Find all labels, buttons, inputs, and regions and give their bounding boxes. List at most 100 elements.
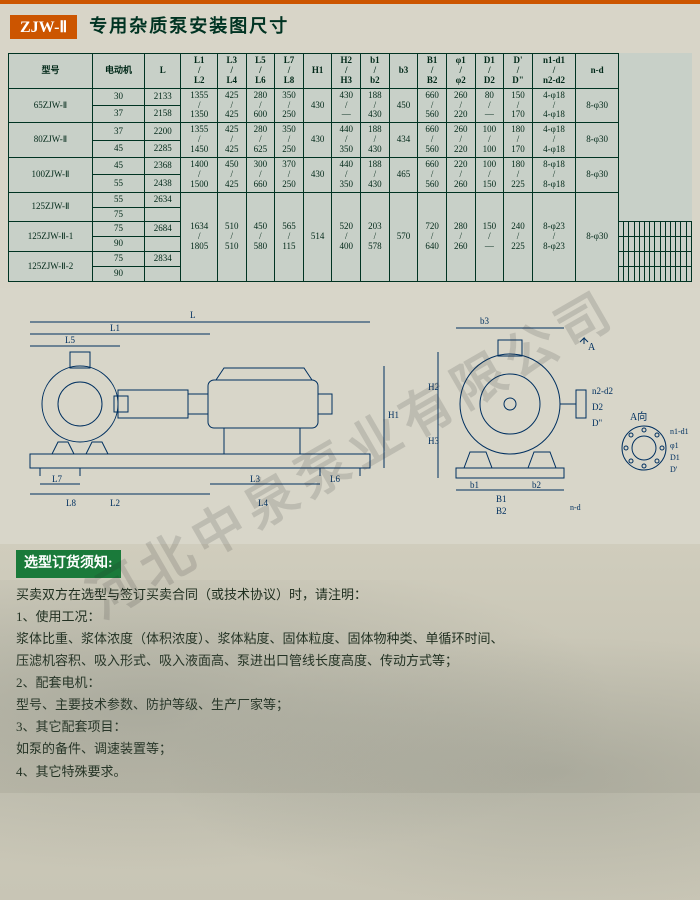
col-header: L (145, 54, 181, 89)
svg-text:L3: L3 (250, 474, 260, 484)
table-cell: 8-φ30 (576, 192, 619, 281)
table-cell: 150/— (475, 192, 504, 281)
svg-text:B1: B1 (496, 494, 507, 504)
table-cell: 30 (93, 88, 145, 105)
svg-text:b3: b3 (480, 316, 490, 326)
svg-text:D1: D1 (670, 453, 680, 462)
table-cell: 350/250 (275, 123, 304, 158)
col-header: b1/b2 (361, 54, 390, 89)
col-header: n-d (576, 54, 619, 89)
table-cell: 75 (93, 252, 145, 267)
svg-text:φ1: φ1 (670, 441, 679, 450)
table-cell: 720/640 (418, 192, 447, 281)
table-cell: 45 (93, 158, 145, 175)
svg-text:b1: b1 (470, 480, 479, 490)
table-cell: 425/425 (217, 123, 246, 158)
table-cell: 565/115 (275, 192, 304, 281)
table-cell: 2200 (145, 123, 181, 140)
svg-text:L: L (190, 310, 196, 320)
diagram-area: L L1 L5 L2 L7 L3 L4 L6 L8 H1 (0, 288, 700, 544)
table-cell: 450/580 (246, 192, 275, 281)
table-cell: 430 (303, 88, 332, 123)
col-header: φ1/φ2 (446, 54, 475, 89)
col-header: D1/D2 (475, 54, 504, 89)
table-cell: 370/250 (275, 158, 304, 193)
table-cell: 350/250 (275, 88, 304, 123)
table-cell: 660/560 (418, 158, 447, 193)
col-header: H2/H3 (332, 54, 361, 89)
col-header: L7/L8 (275, 54, 304, 89)
page: ZJW-Ⅱ 专用杂质泵安装图尺寸 型号电动机LL1/L2L3/L4L5/L6L7… (0, 0, 700, 900)
table-cell: 1400/1500 (181, 158, 217, 193)
svg-text:L5: L5 (65, 335, 75, 345)
table-cell: 125ZJW-Ⅱ-2 (9, 252, 93, 282)
table-cell: 55 (93, 175, 145, 192)
table-cell: 80/— (475, 88, 504, 123)
table-cell: 425/425 (217, 88, 246, 123)
notes-s1a: 浆体比重、浆体浓度（体积浓度）、浆体粘度、固体粒度、固体物种类、单循环时间、 (16, 631, 504, 646)
table-cell: 520/400 (332, 192, 361, 281)
table-cell (686, 222, 691, 237)
table-cell: 280/625 (246, 123, 275, 158)
table-cell: 125ZJW-Ⅱ (9, 192, 93, 222)
table-cell: 37 (93, 123, 145, 140)
svg-text:D2: D2 (592, 402, 603, 412)
table-cell: 300/660 (246, 158, 275, 193)
table-cell: 280/260 (446, 192, 475, 281)
table-cell: 430/— (332, 88, 361, 123)
svg-text:n-d: n-d (570, 503, 581, 512)
table-cell: 220/260 (446, 158, 475, 193)
table-cell: 2634 (145, 192, 181, 207)
col-header: 电动机 (93, 54, 145, 89)
table-cell: 260/220 (446, 88, 475, 123)
col-header: B1/B2 (418, 54, 447, 89)
svg-text:H1: H1 (388, 410, 399, 420)
table-cell: 188/430 (361, 88, 390, 123)
table-cell: 90 (93, 237, 145, 252)
svg-text:L8: L8 (66, 498, 76, 508)
table-cell: 203/578 (361, 192, 390, 281)
table-cell: 65ZJW-Ⅱ (9, 88, 93, 123)
svg-text:D": D" (592, 418, 602, 428)
svg-text:L1: L1 (110, 323, 120, 333)
notes-s2a: 型号、主要技术参数、防护等级、生产厂家等； (16, 697, 289, 712)
svg-text:A向: A向 (630, 410, 647, 423)
ordering-notes: 选型订货须知: 买卖双方在选型与签订买卖合同（或技术协议）时，请注明： 1、使用… (0, 544, 700, 793)
table-cell: 660/560 (418, 123, 447, 158)
table-cell: 240/225 (504, 192, 533, 281)
table-cell: 280/600 (246, 88, 275, 123)
notes-s3a: 如泵的备件、调速装置等； (16, 741, 172, 756)
table-cell: 75 (93, 207, 145, 222)
table-cell: 2133 (145, 88, 181, 105)
table-cell: 450/425 (217, 158, 246, 193)
table-cell: 450 (389, 88, 418, 123)
table-cell: 180/225 (504, 158, 533, 193)
svg-text:L4: L4 (258, 498, 268, 508)
table-row: 65ZJW-Ⅱ3021331355/1350425/425280/600350/… (9, 88, 692, 105)
table-cell: 8-φ18/8-φ18 (532, 158, 575, 193)
svg-text:A: A (588, 342, 596, 353)
table-cell: 100ZJW-Ⅱ (9, 158, 93, 193)
notes-s4: 4、其它特殊要求。 (16, 764, 127, 779)
table-cell (686, 267, 691, 282)
table-cell: 45 (93, 140, 145, 157)
table-row: 80ZJW-Ⅱ3722001355/1450425/425280/625350/… (9, 123, 692, 140)
svg-text:n2-d2: n2-d2 (592, 386, 613, 396)
table-cell: 260/220 (446, 123, 475, 158)
svg-text:L7: L7 (52, 474, 62, 484)
table-cell: 8-φ30 (576, 88, 619, 123)
svg-text:L2: L2 (110, 498, 120, 508)
col-header: L5/L6 (246, 54, 275, 89)
notes-s1: 1、使用工况： (16, 609, 101, 624)
svg-text:D': D' (670, 465, 678, 474)
table-cell: 2285 (145, 140, 181, 157)
table-cell: 430 (303, 123, 332, 158)
notes-s1b: 压滤机容积、吸入形式、吸入液面高、泵进出口管线长度高度、传动方式等； (16, 653, 458, 668)
table-cell: 180/170 (504, 123, 533, 158)
table-cell: 4-φ18/4-φ18 (532, 88, 575, 123)
notes-s2: 2、配套电机： (16, 675, 101, 690)
col-header: 型号 (9, 54, 93, 89)
table-cell (145, 237, 181, 252)
table-cell: 2368 (145, 158, 181, 175)
table-cell: 75 (93, 222, 145, 237)
